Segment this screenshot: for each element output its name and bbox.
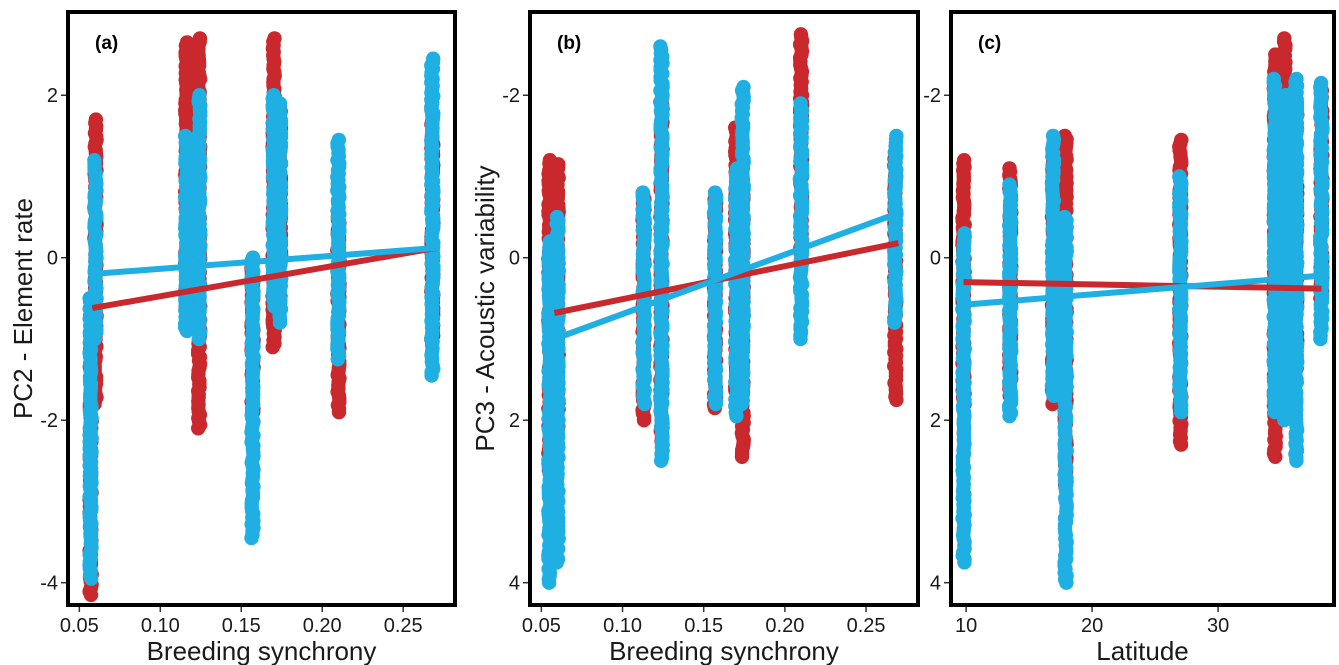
data-point xyxy=(191,421,206,436)
data-point xyxy=(889,392,904,408)
y-tick-label: 2 xyxy=(930,410,941,432)
x-axis-title: Breeding synchrony xyxy=(609,636,839,665)
fit-line-blue xyxy=(553,210,900,342)
data-point xyxy=(549,555,564,570)
data-point xyxy=(1173,437,1189,452)
x-tick-label: 0.15 xyxy=(684,615,723,637)
y-tick-label: -2 xyxy=(502,85,520,107)
data-point xyxy=(1268,449,1283,464)
y-tick-label: -4 xyxy=(40,573,58,595)
data-point xyxy=(1174,404,1189,420)
x-tick-label: 10 xyxy=(955,615,977,637)
data-point xyxy=(653,453,669,468)
data-point xyxy=(191,331,207,347)
y-tick-label: 0 xyxy=(47,248,58,270)
x-tick-label: 0.05 xyxy=(522,615,561,637)
data-point xyxy=(272,315,288,330)
y-axis-title: PC3 - Acoustic variability xyxy=(470,165,500,451)
x-tick-label: 0.10 xyxy=(603,615,642,637)
panel-label: (a) xyxy=(95,33,118,54)
panel-a: 2 0 -2 -40.05 0.10 0.15 0.20 0.25 (a) Breeding sy… xyxy=(8,10,457,665)
series-blue-points xyxy=(541,39,904,590)
y-axis-title: PC2 - Element rate xyxy=(8,198,38,419)
data-point xyxy=(793,331,808,347)
data-point xyxy=(424,368,439,383)
data-point xyxy=(887,315,902,330)
data-point xyxy=(330,352,345,367)
x-axis-title: Latitude xyxy=(1096,636,1189,665)
panel-label: (b) xyxy=(557,33,581,54)
series-blue-points xyxy=(955,71,1330,590)
y-tick-label: -2 xyxy=(923,85,941,107)
fit-line-blue xyxy=(92,245,436,277)
y-tick-label: -2 xyxy=(40,410,58,432)
fit-line-red xyxy=(91,245,437,312)
y-tick-label: 2 xyxy=(509,410,520,432)
x-tick-label: 0.10 xyxy=(141,615,180,637)
data-point xyxy=(637,396,652,412)
data-point xyxy=(265,339,280,355)
panel-c: -2 0 2 4 10 20 30 (c) Latitude xyxy=(923,10,1336,665)
data-point xyxy=(87,331,103,347)
data-point xyxy=(1313,331,1328,347)
data-point xyxy=(957,555,972,570)
x-axis-title: Breeding synchrony xyxy=(147,636,377,665)
data-point xyxy=(1059,575,1074,590)
x-tick-label: 0.20 xyxy=(765,615,804,637)
data-point xyxy=(1289,453,1304,468)
data-point xyxy=(179,323,195,338)
data-point xyxy=(708,396,723,412)
x-tick-label: 20 xyxy=(1081,615,1103,637)
panel-b: -2 0 2 40.05 0.10 0.15 0.20 0.25 (b) Breeding syn… xyxy=(470,10,920,665)
panel-frame xyxy=(66,10,457,607)
data-point xyxy=(541,575,557,590)
y-tick-label: 2 xyxy=(47,85,58,107)
x-tick-label: 0.20 xyxy=(303,615,342,637)
y-tick-label: 4 xyxy=(930,573,941,595)
x-tick-label: 0.05 xyxy=(60,615,99,637)
data-point xyxy=(734,449,750,464)
data-point xyxy=(734,396,749,412)
series-blue-points xyxy=(82,51,441,586)
panel-label: (c) xyxy=(978,33,1001,54)
series-red-points xyxy=(82,31,441,603)
data-point xyxy=(83,587,99,603)
data-point xyxy=(331,404,347,420)
x-tick-label: 0.15 xyxy=(222,615,261,637)
y-tick-label: 0 xyxy=(509,248,520,270)
data-point xyxy=(244,530,259,546)
x-tick-label: 0.25 xyxy=(384,615,423,637)
data-point xyxy=(636,413,652,428)
data-point xyxy=(84,571,99,586)
y-tick-label: 0 xyxy=(930,248,941,270)
x-tick-label: 0.25 xyxy=(847,615,886,637)
y-tick-label: 4 xyxy=(509,573,520,595)
x-tick-label: 30 xyxy=(1207,615,1229,637)
data-point xyxy=(1002,408,1017,424)
